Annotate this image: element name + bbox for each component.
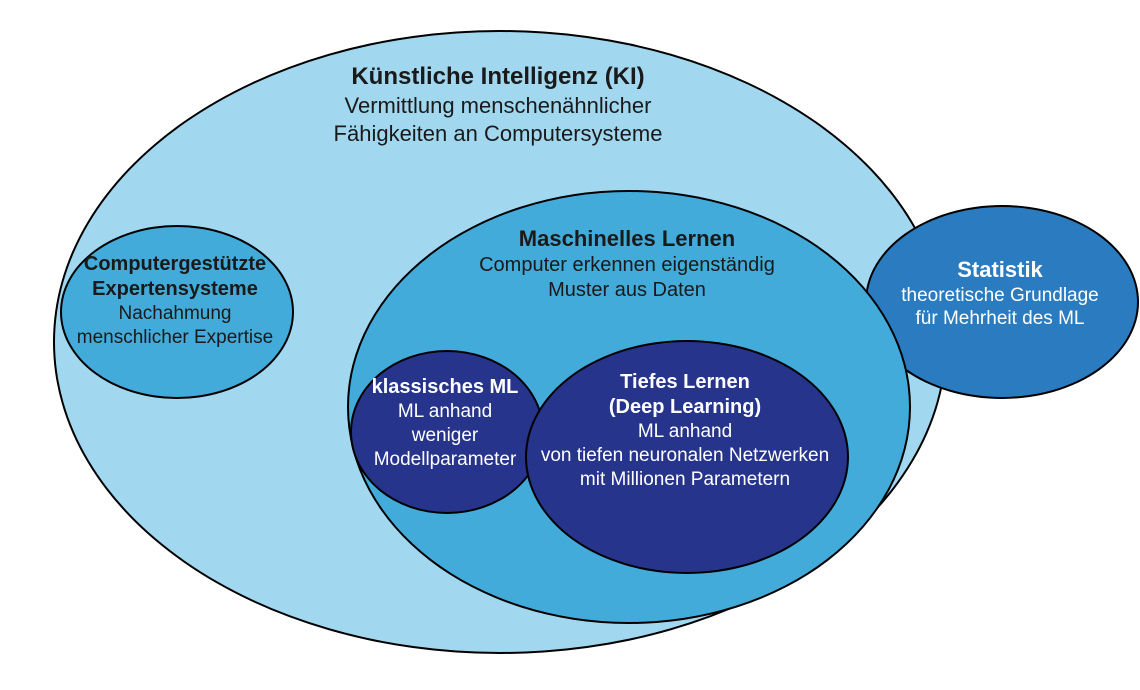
expert-title-2: Expertensysteme [50, 277, 300, 302]
deep-title-1: Tiefes Lernen [525, 370, 845, 395]
ki-desc-1: Vermittlung menschenähnlicher [248, 92, 748, 120]
ml-desc-2: Muster aus Daten [377, 278, 877, 303]
ki-desc-2: Fähigkeiten an Computersysteme [248, 120, 748, 148]
deep-title-2: (Deep Learning) [525, 395, 845, 420]
ki-title: Künstliche Intelligenz (KI) [248, 62, 748, 92]
venn-diagram: Künstliche Intelligenz (KI) Vermittlung … [0, 0, 1140, 690]
stats-title: Statistik [865, 256, 1135, 284]
stats-desc-1: theoretische Grundlage [865, 284, 1135, 308]
expert-desc-2: menschlicher Expertise [50, 326, 300, 350]
classic-ml-text-block: klassisches ML ML anhand weniger Modellp… [335, 375, 555, 471]
ki-text-block: Künstliche Intelligenz (KI) Vermittlung … [248, 62, 748, 147]
deep-desc-3: mit Millionen Parametern [525, 468, 845, 492]
expert-text-block: Computergestützte Expertensysteme Nachah… [50, 252, 300, 350]
ml-title: Maschinelles Lernen [377, 225, 877, 253]
statistics-text-block: Statistik theoretische Grundlage für Meh… [865, 256, 1135, 331]
ml-desc-1: Computer erkennen eigenständig [377, 253, 877, 278]
deep-desc-1: ML anhand [525, 420, 845, 444]
classic-desc-1: ML anhand [335, 400, 555, 424]
classic-desc-3: Modellparameter [335, 448, 555, 472]
ml-text-block: Maschinelles Lernen Computer erkennen ei… [377, 225, 877, 303]
deep-learning-text-block: Tiefes Lernen (Deep Learning) ML anhand … [525, 370, 845, 491]
classic-title: klassisches ML [335, 375, 555, 400]
deep-desc-2: von tiefen neuronalen Netzwerken [525, 444, 845, 468]
expert-title-1: Computergestützte [50, 252, 300, 277]
stats-desc-2: für Mehrheit des ML [865, 307, 1135, 331]
expert-desc-1: Nachahmung [50, 302, 300, 326]
classic-desc-2: weniger [335, 424, 555, 448]
